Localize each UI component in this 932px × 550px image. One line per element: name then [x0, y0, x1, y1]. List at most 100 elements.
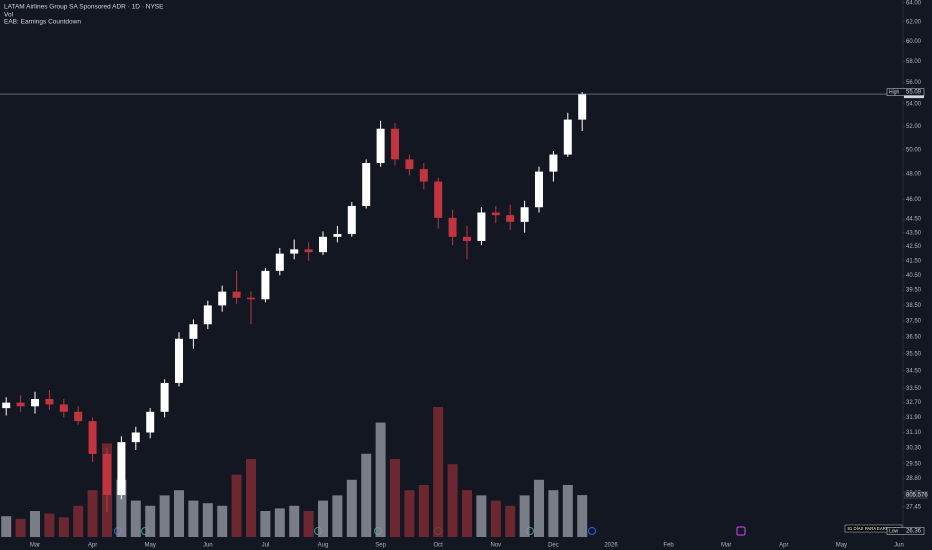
candle-body — [45, 399, 54, 405]
volume-bar — [217, 505, 228, 537]
y-tick-label: 36.50 — [906, 335, 922, 341]
earnings-icon — [588, 527, 596, 535]
volume-bar — [231, 474, 242, 537]
candle-body — [333, 234, 342, 237]
volume-bar — [375, 422, 386, 537]
volume-bar — [519, 495, 530, 537]
candle-body — [247, 297, 255, 300]
y-tick-label: 48.00 — [906, 172, 922, 178]
y-tick-label: 50.00 — [906, 147, 922, 153]
volume-bar — [476, 495, 487, 537]
candle-body — [549, 154, 558, 172]
marker-value: 26.36 — [906, 529, 922, 535]
candle-body — [563, 119, 572, 155]
candle-body — [491, 212, 500, 216]
volume-bar — [418, 485, 429, 537]
candle-body — [463, 236, 471, 241]
candle-body — [16, 402, 25, 407]
marker-name: High — [889, 89, 900, 95]
x-tick-label: May — [145, 543, 156, 549]
candle-body — [160, 382, 169, 412]
volume-bar — [346, 479, 357, 537]
y-tick-label: 54.00 — [906, 102, 922, 108]
candle-body — [290, 249, 299, 254]
x-tick-label: Oct — [434, 543, 444, 549]
y-tick-label: 34.50 — [906, 368, 922, 374]
volume-bar — [58, 517, 69, 537]
volume-bar — [289, 505, 300, 537]
y-tick-label: 42.50 — [906, 244, 922, 250]
x-tick-label: Jun — [894, 543, 904, 549]
marker-box — [886, 527, 925, 535]
y-tick-label: 28.80 — [906, 476, 922, 482]
candle-body — [578, 94, 587, 120]
y-tick-label: 27.45 — [906, 504, 922, 510]
volume-bar — [548, 490, 559, 537]
volume-bar — [30, 511, 40, 537]
candle-body — [117, 442, 126, 496]
candle-body — [59, 404, 68, 412]
volume-bar — [274, 508, 285, 537]
volume-bar — [130, 500, 141, 537]
candle-body — [391, 128, 399, 160]
volume-bar — [332, 495, 343, 537]
candle-body — [477, 212, 486, 241]
candle-body — [2, 402, 11, 409]
candle-body — [131, 432, 140, 443]
y-tick-label: 29.50 — [906, 462, 922, 468]
x-tick-label: Jun — [203, 543, 213, 549]
volume-bar — [188, 500, 199, 537]
volume-bar — [116, 479, 127, 537]
volume-bar — [505, 505, 516, 537]
volume-bar — [1, 516, 12, 537]
volume-value-label: 805.576 — [906, 493, 928, 499]
candle-body — [419, 169, 428, 182]
x-tick-label: Sep — [375, 543, 386, 549]
candle-body — [88, 421, 97, 454]
volume-bar — [390, 459, 400, 537]
chart-title: LATAM Airlines Group SA Sponsored ADR · … — [4, 4, 164, 11]
y-tick-label: 33.50 — [906, 386, 922, 392]
candle-body — [304, 249, 313, 253]
volume-bar — [87, 490, 98, 537]
candle-body — [218, 291, 227, 306]
y-tick-label: 52.00 — [906, 124, 922, 130]
y-tick-label: 43.50 — [906, 230, 922, 236]
y-tick-label: 40.50 — [906, 273, 922, 279]
candle-body — [319, 236, 327, 253]
y-tick-label: 41.50 — [906, 258, 922, 264]
volume-bar — [490, 500, 501, 537]
volume-bar — [15, 518, 26, 537]
y-tick-label: 38.50 — [906, 303, 922, 309]
volume-bar — [44, 513, 55, 537]
candle-body — [275, 253, 284, 271]
x-tick-label: Mar — [30, 543, 40, 549]
x-tick-label: Aug — [318, 543, 329, 549]
volume-bar — [404, 490, 415, 537]
candle-body — [261, 270, 270, 300]
x-tick-label: Nov — [490, 543, 501, 549]
y-tick-label: 30.30 — [906, 446, 922, 452]
volume-bar — [159, 495, 170, 537]
y-tick-label: 46.00 — [906, 197, 922, 203]
candle-body — [506, 215, 515, 222]
volume-bar — [145, 505, 156, 537]
marker-box — [886, 88, 925, 96]
x-tick-label: Mar — [721, 543, 731, 549]
candle-body — [31, 399, 39, 407]
volume-bar — [260, 511, 271, 537]
volume-bar — [318, 500, 328, 537]
candle-body — [203, 305, 212, 325]
y-tick-label: 64.00 — [906, 0, 922, 6]
x-tick-label: Apr — [88, 543, 97, 549]
earnings-icon — [736, 526, 746, 536]
x-tick-label: Feb — [663, 543, 674, 549]
y-tick-label: 31.10 — [906, 430, 922, 436]
y-tick-label: 56.00 — [906, 80, 922, 86]
y-tick-label: 62.00 — [906, 19, 922, 25]
volume-bar — [246, 459, 256, 537]
x-tick-label: 2026 — [604, 543, 618, 549]
